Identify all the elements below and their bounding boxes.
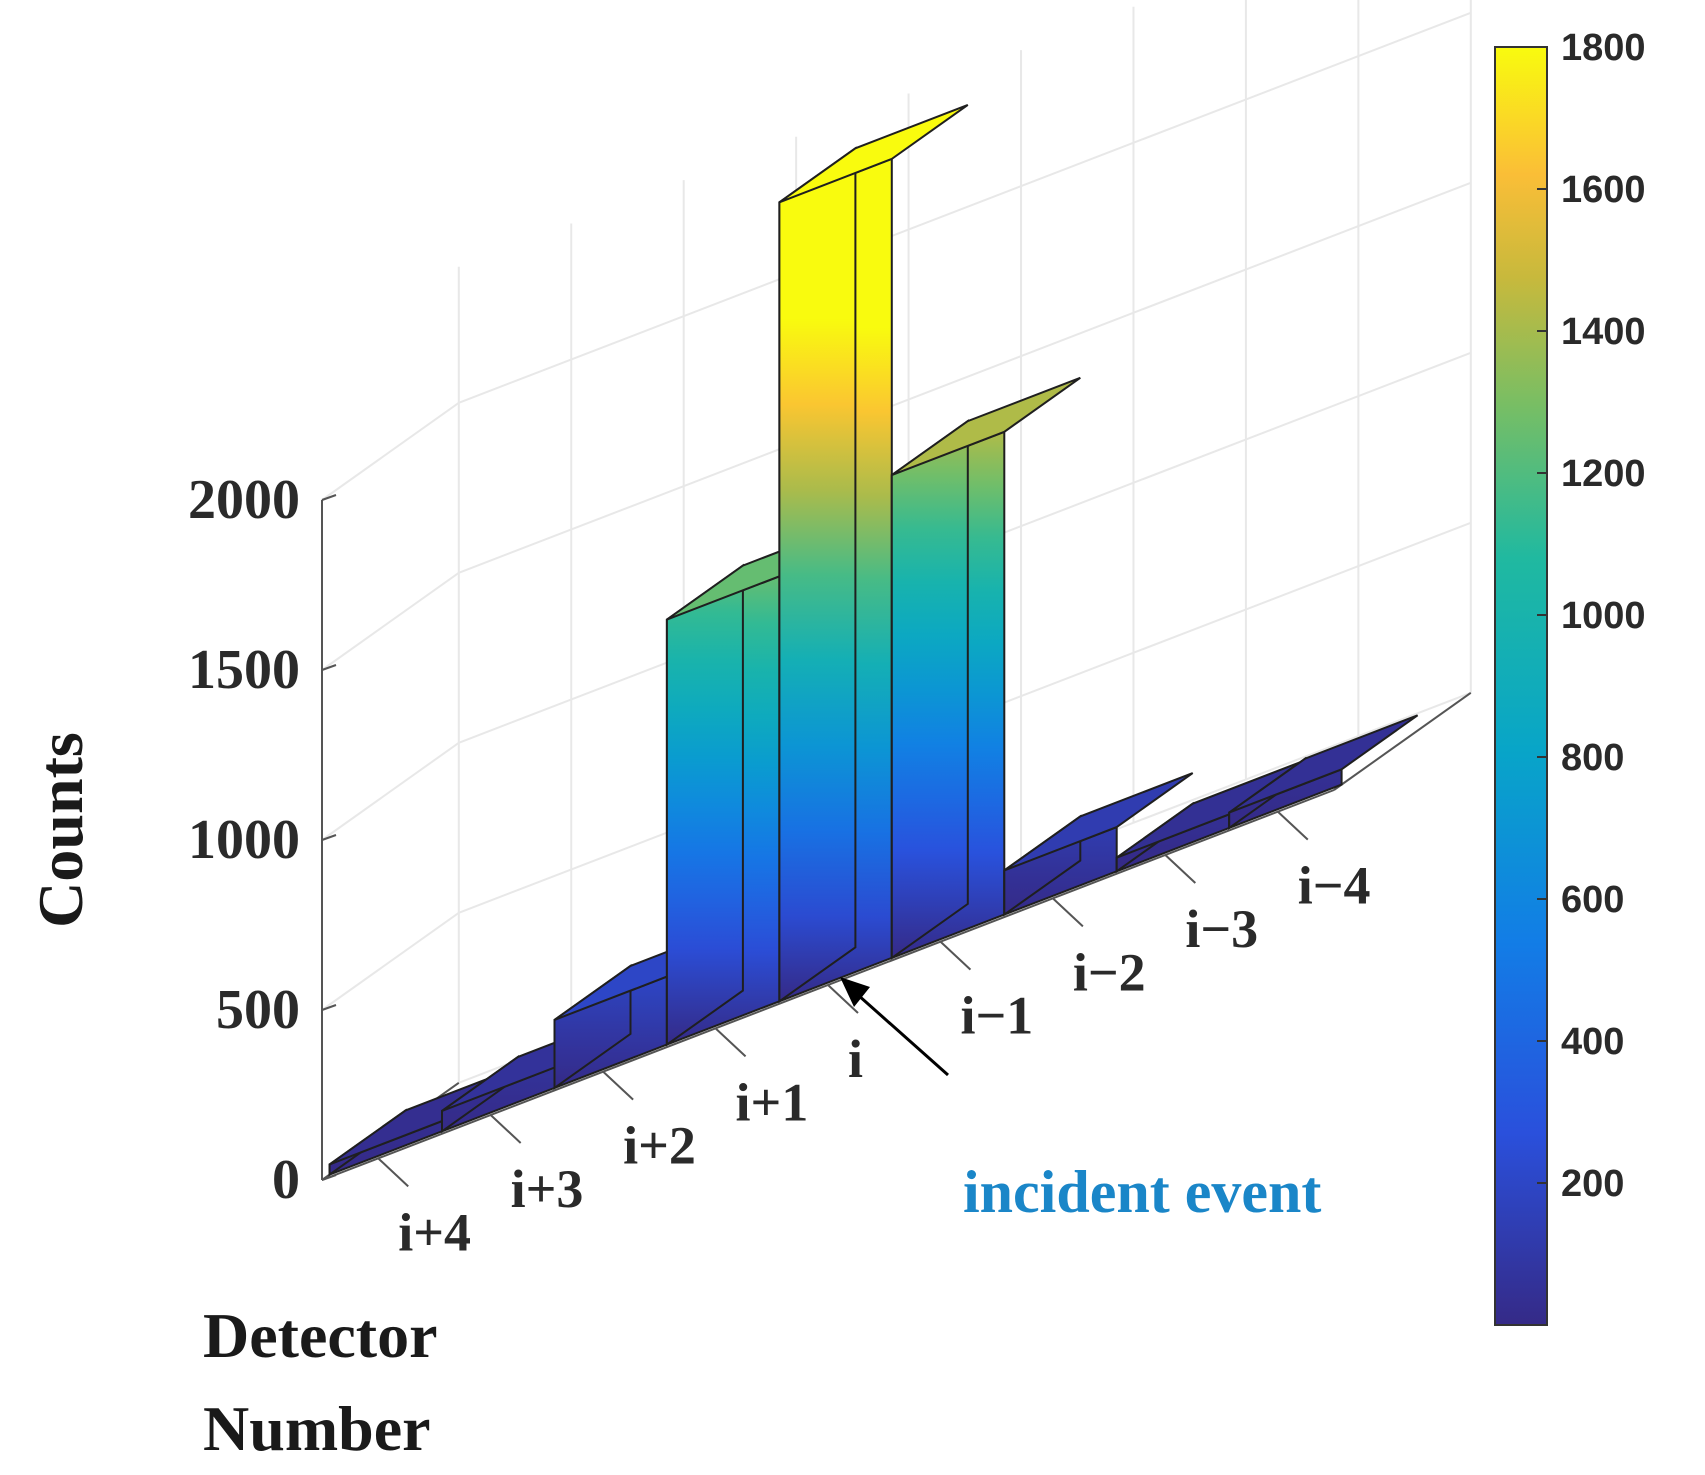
z-tick-label: 500 [216,979,300,1041]
bar-side-face [778,146,857,1004]
x-tick-mark [489,1114,522,1144]
bars [328,103,1419,1177]
bar-i+1 [665,521,856,1047]
colorbar-tick-label: 1000 [1561,595,1646,637]
y-axis-line-right [1333,691,1472,791]
z-tick-label: 1500 [188,639,300,701]
grid-line-z-side [321,401,460,501]
incident-arrow-shaft [857,993,949,1077]
z-tick-mark [321,664,337,671]
bar-side-face [890,419,969,960]
x-tick-mark [377,1157,409,1188]
bar-top-face [1003,772,1194,872]
incident-event-annotation: incident event [840,977,1321,1225]
x-tick-label: i [848,1029,863,1089]
colorbar: 200 400 600 800 1000 1200 1400 1600 1800 [1494,27,1646,1326]
x-tick-mark [827,984,859,1014]
bar-top-face [891,376,1081,477]
x-tick-label: i−3 [1185,899,1258,959]
z-tick-mark [321,494,337,501]
grid-line-z [458,11,1472,404]
colorbar-gradient [1494,46,1548,1326]
colorbar-tick-label: 800 [1561,737,1624,779]
colorbar-tick-label: 200 [1561,1163,1624,1205]
z-axis-title: Counts [25,732,96,928]
z-tick-mark [321,1174,337,1181]
grid-line-z [458,181,1472,574]
x-tick-label: i+2 [623,1116,696,1176]
colorbar-tick-label: 1200 [1561,453,1646,495]
x-axis-title-line1: Detector [203,1300,437,1371]
bar-top-face [1228,714,1419,814]
colorbar-tick-label: 1800 [1561,27,1646,69]
x-tick-label: i+1 [736,1072,809,1132]
x-tick-mark [1164,854,1197,884]
tick-labels: 0 500 1000 1500 2000 i+4 i+3 i+2 i+1 i i−1 i−2 i−3 i−… [188,469,1371,1262]
grid-line-z-side [321,741,460,841]
colorbar-tick-label: 1400 [1561,311,1646,353]
colorbar-tick-label: 600 [1561,879,1624,921]
incident-arrow-head [840,977,870,1007]
colorbar-tick-label: 1600 [1561,169,1646,211]
bar-i−4 [1228,714,1419,830]
colorbar-ticks: 200 400 600 800 1000 1200 1400 1600 1800 [1537,27,1646,1205]
z-tick-label: 0 [272,1149,300,1211]
z-tick-mark [321,1004,337,1011]
x-axis-title-line2: Number [203,1393,431,1464]
x-tick-mark [939,940,972,971]
grid-line-z-side [321,911,460,1011]
x-tick-mark [1277,810,1309,841]
x-tick-label: i−1 [960,986,1033,1046]
x-tick-label: i−4 [1298,856,1371,916]
z-tick-label: 1000 [188,809,300,871]
z-tick-label: 2000 [188,469,300,531]
incident-event-label: incident event [963,1159,1321,1225]
bar-i−3 [1115,759,1306,874]
colorbar-tick-label: 400 [1561,1021,1624,1063]
bar-i−1 [890,376,1081,960]
z-tick-mark [321,834,337,841]
x-tick-label: i−2 [1073,942,1146,1002]
bar-i−2 [1003,772,1194,917]
x-tick-mark [1052,897,1084,928]
grid-line-z-side [321,571,460,671]
bar-top-face [778,103,969,204]
x-tick-label: i+4 [398,1202,471,1262]
x-tick-mark [714,1027,747,1058]
bar-side-face [665,563,744,1047]
x-tick-mark [602,1070,634,1101]
x-tick-label: i+3 [511,1159,584,1219]
bar-i [778,103,969,1004]
